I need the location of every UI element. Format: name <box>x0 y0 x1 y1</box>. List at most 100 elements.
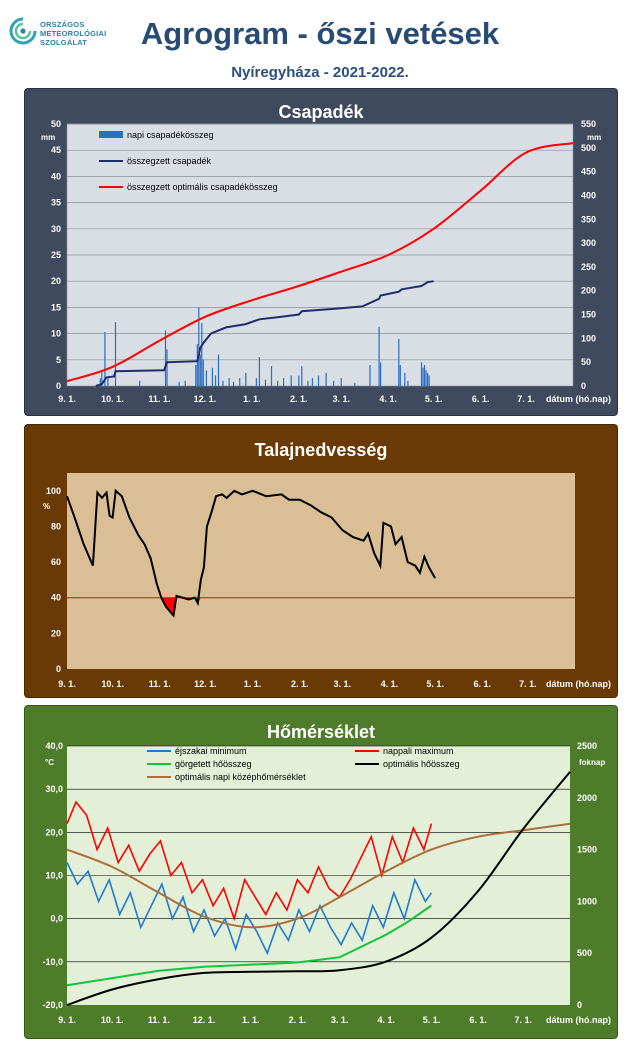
daily-precip-bar <box>307 380 309 386</box>
daily-precip-bar <box>217 354 220 386</box>
temperature-x-tick-label: 12. 1. <box>193 1015 216 1025</box>
temperature-y-left-tick-label: 10,0 <box>45 871 63 881</box>
precip-x-tick-label: 12. 1. <box>194 394 217 404</box>
cumulative-observed-line <box>95 280 434 387</box>
moisture-x-axis-caption: dátum (hó.nap) <box>546 679 611 689</box>
daily-precip-bar <box>380 362 382 386</box>
precip-x-tick-label: 1. 1. <box>243 394 261 404</box>
daily-precip-bar <box>423 365 426 386</box>
temperature-y-left-tick-label: 40,0 <box>45 741 63 751</box>
moisture-y-tick-label: 40 <box>51 593 61 603</box>
temperature-y-right-tick-label: 0 <box>577 1000 582 1010</box>
daily-precip-bar <box>258 357 261 386</box>
daily-precip-bar <box>198 307 200 386</box>
daily-precip-bar <box>99 378 101 386</box>
precip-y-right-tick-label: 500 <box>581 143 596 153</box>
daily-precip-bar <box>407 380 409 386</box>
legend-optimal-mean-label: optimális napi középhőmérséklet <box>175 772 306 782</box>
daily-precip-bar <box>101 370 103 386</box>
moisture-title: Talajnedvesség <box>255 440 388 460</box>
precip-y-left-tick-label: 45 <box>51 145 61 155</box>
temperature-y-right-tick-label: 2000 <box>577 793 597 803</box>
day-max-line <box>66 800 433 922</box>
logo-line-3: SZOLGÁLAT <box>40 38 88 47</box>
temperature-y-left-tick-label: 20,0 <box>45 827 63 837</box>
optimal-mean-line <box>66 822 571 929</box>
page-subtitle: Nyíregyháza - 2021-2022. <box>231 64 409 81</box>
precip-y-left-tick-label: 25 <box>51 250 61 260</box>
optimal-sum-line <box>66 771 571 1006</box>
moisture-x-tick-label: 2. 1. <box>291 679 309 689</box>
daily-precip-bar <box>104 332 106 386</box>
legend-daily-label: napi csapadékösszeg <box>127 130 214 140</box>
daily-precip-bar <box>354 382 356 386</box>
daily-precip-bar <box>270 366 273 386</box>
precip-x-tick-label: 7. 1. <box>517 394 535 404</box>
temperature-x-tick-label: 7. 1. <box>515 1015 533 1025</box>
daily-precip-bar <box>283 378 285 386</box>
temperature-y-right-tick-label: 500 <box>577 948 592 958</box>
daily-precip-bar <box>202 359 204 386</box>
temperature-y-left-tick-label: 30,0 <box>45 784 63 794</box>
precip-y-left-tick-label: 0 <box>56 381 61 391</box>
precip-y-left-tick-label: 40 <box>51 171 61 181</box>
precip-x-tick-label: 5. 1. <box>425 394 443 404</box>
precip-x-tick-label: 11. 1. <box>148 394 170 404</box>
precip-y-right-tick-label: 0 <box>581 381 586 391</box>
soil-moisture-panel: Talajnedvesség 0 20 40 60 80 100% 9. 1. 10. 1. 11… <box>24 424 618 698</box>
temperature-x-tick-label: 11. 1. <box>148 1015 170 1025</box>
precip-x-tick-label: 3. 1. <box>332 394 350 404</box>
daily-precip-bar <box>164 330 167 386</box>
moisture-plot-area <box>67 473 575 669</box>
temperature-y-right-tick-label: 2500 <box>577 741 597 751</box>
temperature-y-left-tick-label: -10,0 <box>42 957 63 967</box>
rolling-sum-line <box>66 904 432 987</box>
daily-precip-bar <box>290 375 292 386</box>
moisture-x-tick-label: 4. 1. <box>381 679 399 689</box>
daily-precip-bar <box>422 367 424 386</box>
temperature-x-tick-label: 1. 1. <box>242 1015 260 1025</box>
legend-day-max-label: nappali maximum <box>383 746 454 756</box>
moisture-x-tick-label: 7. 1. <box>519 679 537 689</box>
daily-precip-bar <box>378 326 380 386</box>
temperature-panel: Hőmérséklet -20,0 -10,0 0,0 10,0 20,0 30,0 40,0… <box>24 705 618 1039</box>
precip-y-right-tick-label: 300 <box>581 238 596 248</box>
moisture-x-tick-label: 1. 1. <box>244 679 262 689</box>
daily-precip-bar <box>399 365 401 386</box>
precip-x-tick-label: 6. 1. <box>472 394 490 404</box>
precip-y-left-tick-label: 30 <box>51 224 61 234</box>
moisture-x-tick-label: 3. 1. <box>334 679 352 689</box>
daily-precip-bar <box>184 380 186 386</box>
precipitation-chart: Csapadék05101520253035404550050100150200… <box>41 102 611 404</box>
daily-precip-bar <box>107 378 109 386</box>
moisture-y-tick-label: 80 <box>51 521 61 531</box>
logo-line-2: METEOROLÓGIAI <box>40 29 107 38</box>
daily-precip-bar <box>139 380 141 386</box>
temperature-x-tick-label: 2. 1. <box>289 1015 307 1025</box>
page-title: Agrogram - őszi vetések <box>140 16 500 51</box>
daily-precip-bar <box>317 375 320 386</box>
daily-precip-bar <box>425 370 427 386</box>
temperature-y-right-tick-label: 1500 <box>577 845 597 855</box>
daily-precip-bar <box>214 375 217 386</box>
precip-title: Csapadék <box>278 102 364 122</box>
legend-optimal-sum-label: optimális hőösszeg <box>383 759 460 769</box>
moisture-y-tick-label: 100 <box>46 486 61 496</box>
cumulative-optimal-line <box>66 142 574 383</box>
daily-precip-bar <box>211 367 214 386</box>
precip-y-right-tick-label: 100 <box>581 333 596 343</box>
daily-precip-bar <box>333 380 335 386</box>
precip-x-tick-label: 2. 1. <box>290 394 308 404</box>
precip-y-left-tick-label: 5 <box>56 355 61 365</box>
precip-x-tick-label: 9. 1. <box>58 394 76 404</box>
temperature-y-left-unit: °C <box>45 758 54 767</box>
daily-precip-bar <box>369 365 371 386</box>
night-min-line <box>66 862 433 956</box>
temperature-x-tick-label: 6. 1. <box>469 1015 487 1025</box>
precip-y-right-tick-label: 550 <box>581 119 596 129</box>
moisture-x-tick-label: 11. 1. <box>149 679 171 689</box>
soil-moisture-line <box>66 488 436 618</box>
daily-precip-bar <box>239 378 241 386</box>
daily-precip-bar <box>196 344 198 386</box>
precip-y-left-tick-label: 15 <box>51 302 61 312</box>
